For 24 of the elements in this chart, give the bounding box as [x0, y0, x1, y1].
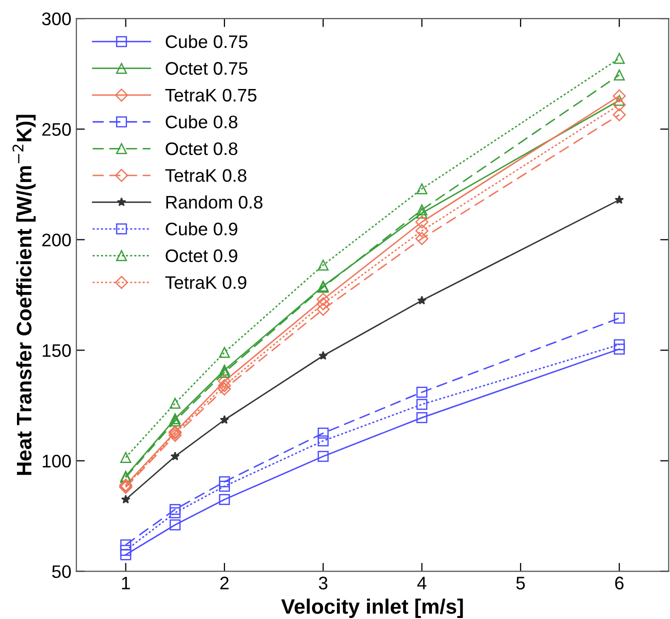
y-tick-label: 50: [52, 565, 71, 578]
y-tick-label: 150: [42, 344, 71, 357]
y-tick-label: 200: [42, 234, 71, 246]
legend-label: TetraK 0.75: [165, 88, 256, 102]
legend-label: TetraK 0.9: [165, 276, 246, 289]
legend-label: Random 0.8: [166, 195, 262, 209]
y-tick-label: 100: [42, 454, 71, 468]
x-tick-label: 4: [417, 576, 426, 590]
y-tick-label: 300: [42, 12, 71, 26]
legend-label: Cube 0.8: [166, 115, 238, 128]
x-tick-label: 6: [615, 576, 624, 590]
x-tick-label: 3: [318, 576, 328, 590]
x-tick-label: 2: [220, 576, 229, 590]
x-tick-label: 1: [122, 576, 130, 590]
x-axis-title: Velocity inlet [m/s]: [281, 598, 463, 618]
legend-label: Octet 0.9: [166, 249, 238, 262]
legend-label: Octet 0.75: [166, 62, 248, 75]
legend-label: Octet 0.8: [166, 142, 238, 156]
y-tick-label: 250: [42, 123, 71, 136]
legend-label: Cube 0.75: [166, 34, 248, 48]
x-tick-label: 5: [516, 576, 525, 590]
y-axis-title: Heat Transfer Coefficient [W/(m$^{−2}$K)]: [12, 114, 36, 475]
legend-label: TetraK 0.8: [165, 169, 246, 182]
legend-label: Cube 0.9: [166, 222, 238, 236]
